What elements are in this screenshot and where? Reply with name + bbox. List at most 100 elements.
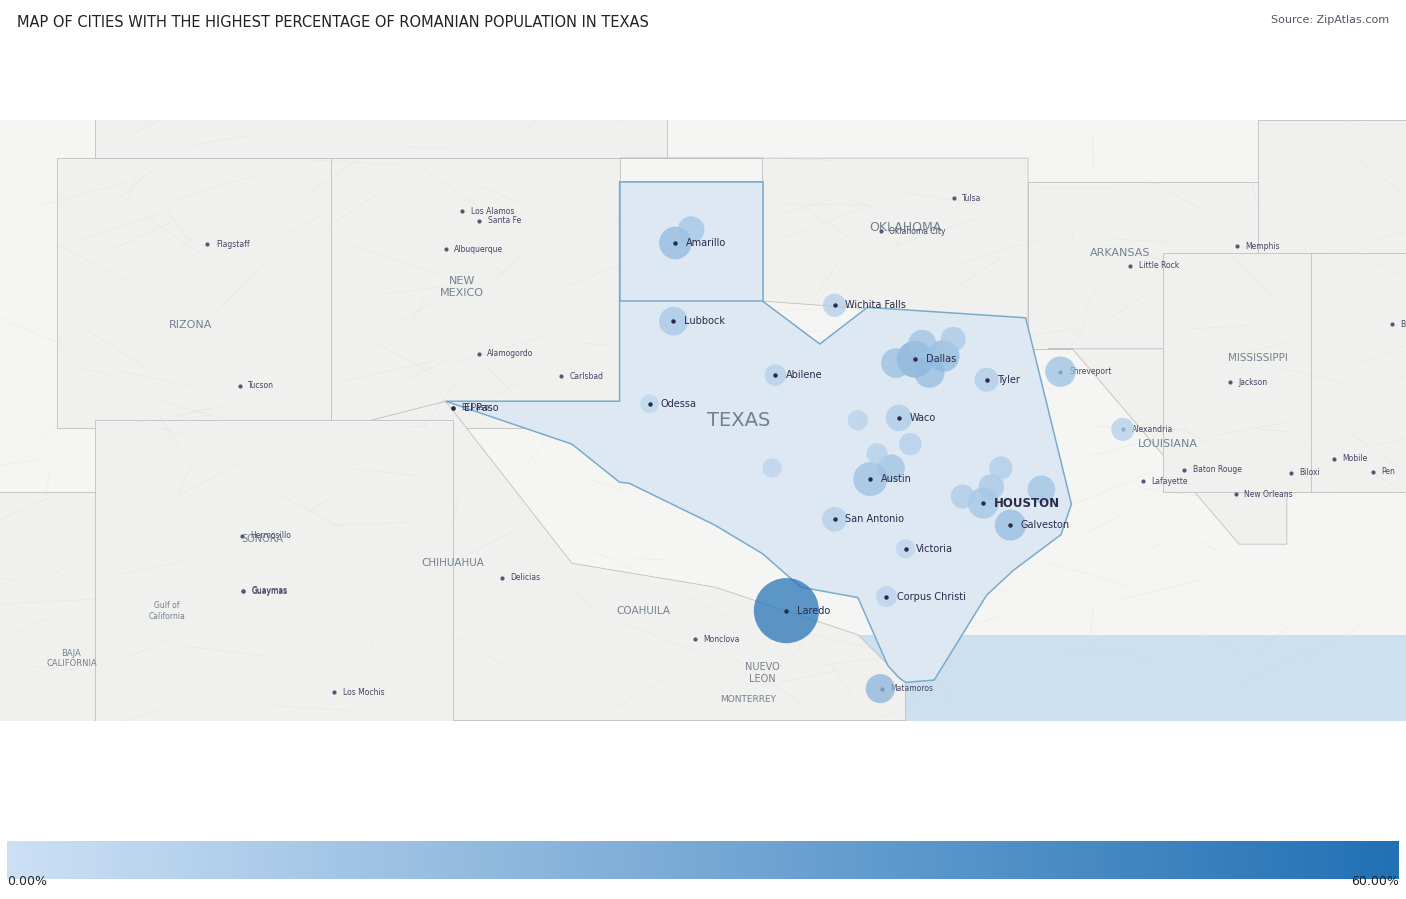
Polygon shape <box>620 158 1028 320</box>
Text: MAP OF CITIES WITH THE HIGHEST PERCENTAGE OF ROMANIAN POPULATION IN TEXAS: MAP OF CITIES WITH THE HIGHEST PERCENTAG… <box>17 15 648 31</box>
Polygon shape <box>1310 254 1406 492</box>
Polygon shape <box>96 0 668 158</box>
Point <box>887 411 910 425</box>
Text: New Orleans: New Orleans <box>1244 490 1294 499</box>
Text: SONORA: SONORA <box>242 534 283 545</box>
Point <box>761 461 783 476</box>
Text: OKLAHOMA: OKLAHOMA <box>869 221 942 234</box>
Point <box>846 413 869 427</box>
Text: NUEVO
LEON: NUEVO LEON <box>745 662 780 683</box>
Text: Hermosillo: Hermosillo <box>250 531 291 540</box>
Polygon shape <box>0 635 1406 720</box>
Polygon shape <box>332 158 620 429</box>
Point <box>884 356 907 370</box>
Text: Pen: Pen <box>1381 467 1395 476</box>
Polygon shape <box>96 420 453 720</box>
Point <box>866 447 889 461</box>
Text: COAHUILA: COAHUILA <box>616 606 671 616</box>
Text: Source: ZipAtlas.com: Source: ZipAtlas.com <box>1271 15 1389 25</box>
Point <box>824 298 846 313</box>
Point <box>681 222 703 236</box>
Text: Biloxi: Biloxi <box>1299 468 1320 477</box>
Text: Los Alamos: Los Alamos <box>471 207 515 216</box>
Text: Flagstaff: Flagstaff <box>217 239 249 248</box>
Polygon shape <box>1028 182 1258 349</box>
Point <box>932 349 955 363</box>
Text: Lafayette: Lafayette <box>1152 476 1188 485</box>
Point <box>918 365 941 379</box>
Text: Lubbock: Lubbock <box>683 316 725 326</box>
Point <box>911 337 934 352</box>
Point <box>765 368 787 382</box>
Polygon shape <box>0 120 1406 720</box>
Point <box>1049 364 1071 378</box>
Point <box>869 681 891 696</box>
Text: Gulf of
California: Gulf of California <box>149 601 186 620</box>
Point <box>894 541 917 556</box>
Point <box>898 437 921 451</box>
Text: El Paso: El Paso <box>464 403 498 413</box>
Point <box>664 236 686 250</box>
Text: RIZONA: RIZONA <box>169 320 212 330</box>
Text: Wichita Falls: Wichita Falls <box>845 300 905 310</box>
Text: Carlsbad: Carlsbad <box>569 372 603 381</box>
Text: Mobile: Mobile <box>1343 454 1368 463</box>
Text: Amarillo: Amarillo <box>686 238 725 248</box>
Text: Waco: Waco <box>910 413 935 423</box>
Text: Tulsa: Tulsa <box>962 194 981 203</box>
Point <box>876 590 898 604</box>
Text: Jackson: Jackson <box>1239 378 1268 387</box>
Text: Matamoros: Matamoros <box>890 684 934 693</box>
Text: Laredo: Laredo <box>797 606 830 616</box>
Polygon shape <box>1049 349 1286 544</box>
Text: MISSISSIPPI: MISSISSIPPI <box>1229 353 1288 363</box>
Text: Austin: Austin <box>880 474 911 484</box>
Text: Baton Rouge: Baton Rouge <box>1192 466 1241 475</box>
Point <box>859 472 882 486</box>
Text: Alamogordo: Alamogordo <box>486 349 533 358</box>
Text: Monclova: Monclova <box>703 635 740 644</box>
Text: Memphis: Memphis <box>1246 242 1279 251</box>
Text: Guaymas: Guaymas <box>252 586 288 595</box>
Point <box>952 489 974 503</box>
Polygon shape <box>620 182 762 301</box>
Polygon shape <box>446 182 1071 682</box>
Point <box>1000 518 1022 532</box>
Text: Tucson: Tucson <box>249 381 274 390</box>
Text: Albuquerque: Albuquerque <box>454 245 503 254</box>
Text: Corpus Christi: Corpus Christi <box>897 592 966 601</box>
Text: NEW
MEXICO: NEW MEXICO <box>440 276 484 298</box>
Text: Los Mochis: Los Mochis <box>343 688 384 697</box>
Text: El Paso: El Paso <box>461 404 489 413</box>
Point <box>904 352 927 367</box>
Text: LOUISIANA: LOUISIANA <box>1137 439 1198 450</box>
Text: Delicias: Delicias <box>510 574 540 583</box>
Text: Shreveport: Shreveport <box>1069 367 1111 376</box>
Text: Alexandria: Alexandria <box>1132 425 1173 434</box>
Text: HOUSTON: HOUSTON <box>994 496 1060 510</box>
Text: MONTERREY: MONTERREY <box>720 695 776 704</box>
Text: TEXAS: TEXAS <box>707 411 770 430</box>
Text: Oklahoma City: Oklahoma City <box>890 227 946 236</box>
Text: Guaymas: Guaymas <box>252 586 288 595</box>
Polygon shape <box>1163 254 1330 492</box>
Polygon shape <box>1258 120 1406 301</box>
Point <box>976 372 998 387</box>
Point <box>638 396 661 411</box>
Text: Little Rock: Little Rock <box>1139 261 1178 270</box>
Text: BAJA
CALIFORNIA: BAJA CALIFORNIA <box>46 649 97 668</box>
Point <box>972 496 994 511</box>
Polygon shape <box>0 492 309 720</box>
Text: Santa Fe: Santa Fe <box>488 217 522 226</box>
Text: Galveston: Galveston <box>1021 521 1070 530</box>
Text: CHIHUAHUA: CHIHUAHUA <box>422 558 484 568</box>
Text: San Antonio: San Antonio <box>845 514 904 524</box>
Text: Tyler: Tyler <box>997 375 1019 385</box>
Point <box>1031 482 1053 496</box>
Polygon shape <box>58 158 332 429</box>
Text: Dallas: Dallas <box>925 354 956 364</box>
Point <box>775 603 797 618</box>
Polygon shape <box>0 401 905 720</box>
Point <box>980 480 1002 494</box>
Point <box>1112 423 1135 437</box>
